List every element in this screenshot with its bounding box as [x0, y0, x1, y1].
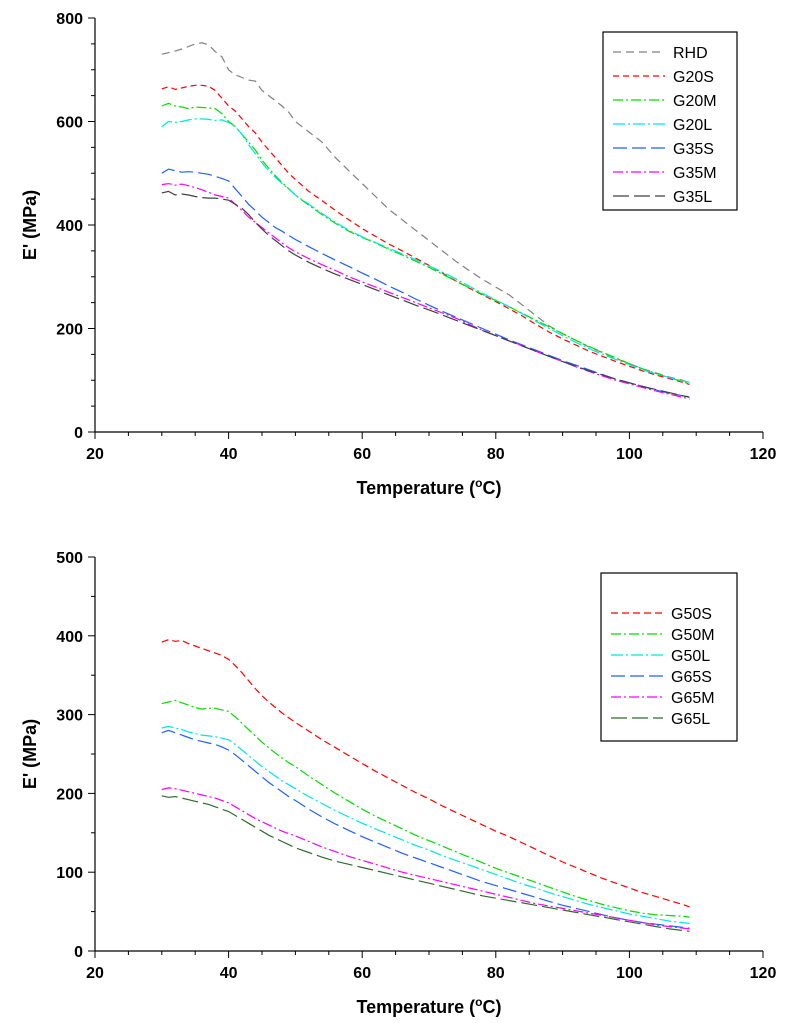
- series-line-g65m: [161, 787, 690, 930]
- legend-label: RHD: [673, 45, 708, 62]
- legend-label: G35M: [673, 165, 717, 182]
- series-line-g50s: [161, 639, 690, 908]
- x-tick-label: 80: [487, 965, 505, 982]
- y-axis-title: E' (MPa): [20, 190, 40, 260]
- chart-bottom: 20 40 60 80 100 120 0 100 200 300 400 500 Temperatur…: [20, 550, 776, 1017]
- y-tick-label: 800: [56, 11, 83, 28]
- x-tick-label: 40: [220, 446, 238, 463]
- series-line-g50l: [161, 725, 690, 924]
- x-tick-label: 100: [616, 965, 643, 982]
- y-tick-label: 600: [56, 115, 83, 132]
- x-axis-title: Temperature (oC): [356, 995, 501, 1017]
- legend-label: G50L: [671, 648, 710, 665]
- legend-label: G35S: [673, 141, 714, 158]
- x-tick-label: 120: [750, 446, 777, 463]
- legend-label: G65S: [671, 669, 712, 686]
- legend-label: G50M: [671, 627, 715, 644]
- chart-top: 20 40 60 80 100 120 0 200 400 600 800 Temperature (…: [20, 11, 776, 498]
- y-tick-label: 200: [56, 322, 83, 339]
- series-line-g20s: [161, 84, 690, 385]
- x-tick-label: 100: [616, 446, 643, 463]
- series-line-g35s: [161, 168, 690, 398]
- series-line-g35l: [161, 190, 690, 398]
- y-tick-label: 200: [56, 786, 83, 803]
- legend-label: G20M: [673, 93, 717, 110]
- legend-label: G65L: [671, 711, 710, 728]
- x-tick-label: 60: [353, 446, 371, 463]
- y-tick-label: 100: [56, 865, 83, 882]
- x-tick-label: 120: [750, 965, 777, 982]
- legend-label: G20L: [673, 117, 712, 134]
- x-tick-label: 40: [220, 965, 238, 982]
- x-tick-label: 60: [353, 965, 371, 982]
- legend-label: G50S: [671, 606, 712, 623]
- legend-label: G35L: [673, 189, 712, 206]
- series-line-g35m: [161, 182, 690, 400]
- series-line-g65l: [161, 795, 690, 932]
- legend-box: [602, 31, 738, 211]
- x-tick-label: 80: [487, 446, 505, 463]
- x-tick-label: 20: [86, 446, 104, 463]
- legend-label: G65M: [671, 690, 715, 707]
- x-axis-title: Temperature (oC): [356, 476, 501, 498]
- legend-box: [600, 572, 738, 742]
- legend-label: G20S: [673, 69, 714, 86]
- series-line-g65s: [161, 729, 690, 929]
- x-tick-label: 20: [86, 965, 104, 982]
- series-line-g50m: [161, 699, 690, 918]
- series-line-g20l: [161, 118, 690, 383]
- y-tick-label: 500: [56, 550, 83, 567]
- y-tick-label: 0: [74, 944, 83, 961]
- y-axis-title: E' (MPa): [20, 719, 40, 789]
- y-tick-label: 400: [56, 629, 83, 646]
- y-tick-label: 0: [74, 425, 83, 442]
- y-tick-label: 400: [56, 218, 83, 235]
- y-tick-label: 300: [56, 708, 83, 725]
